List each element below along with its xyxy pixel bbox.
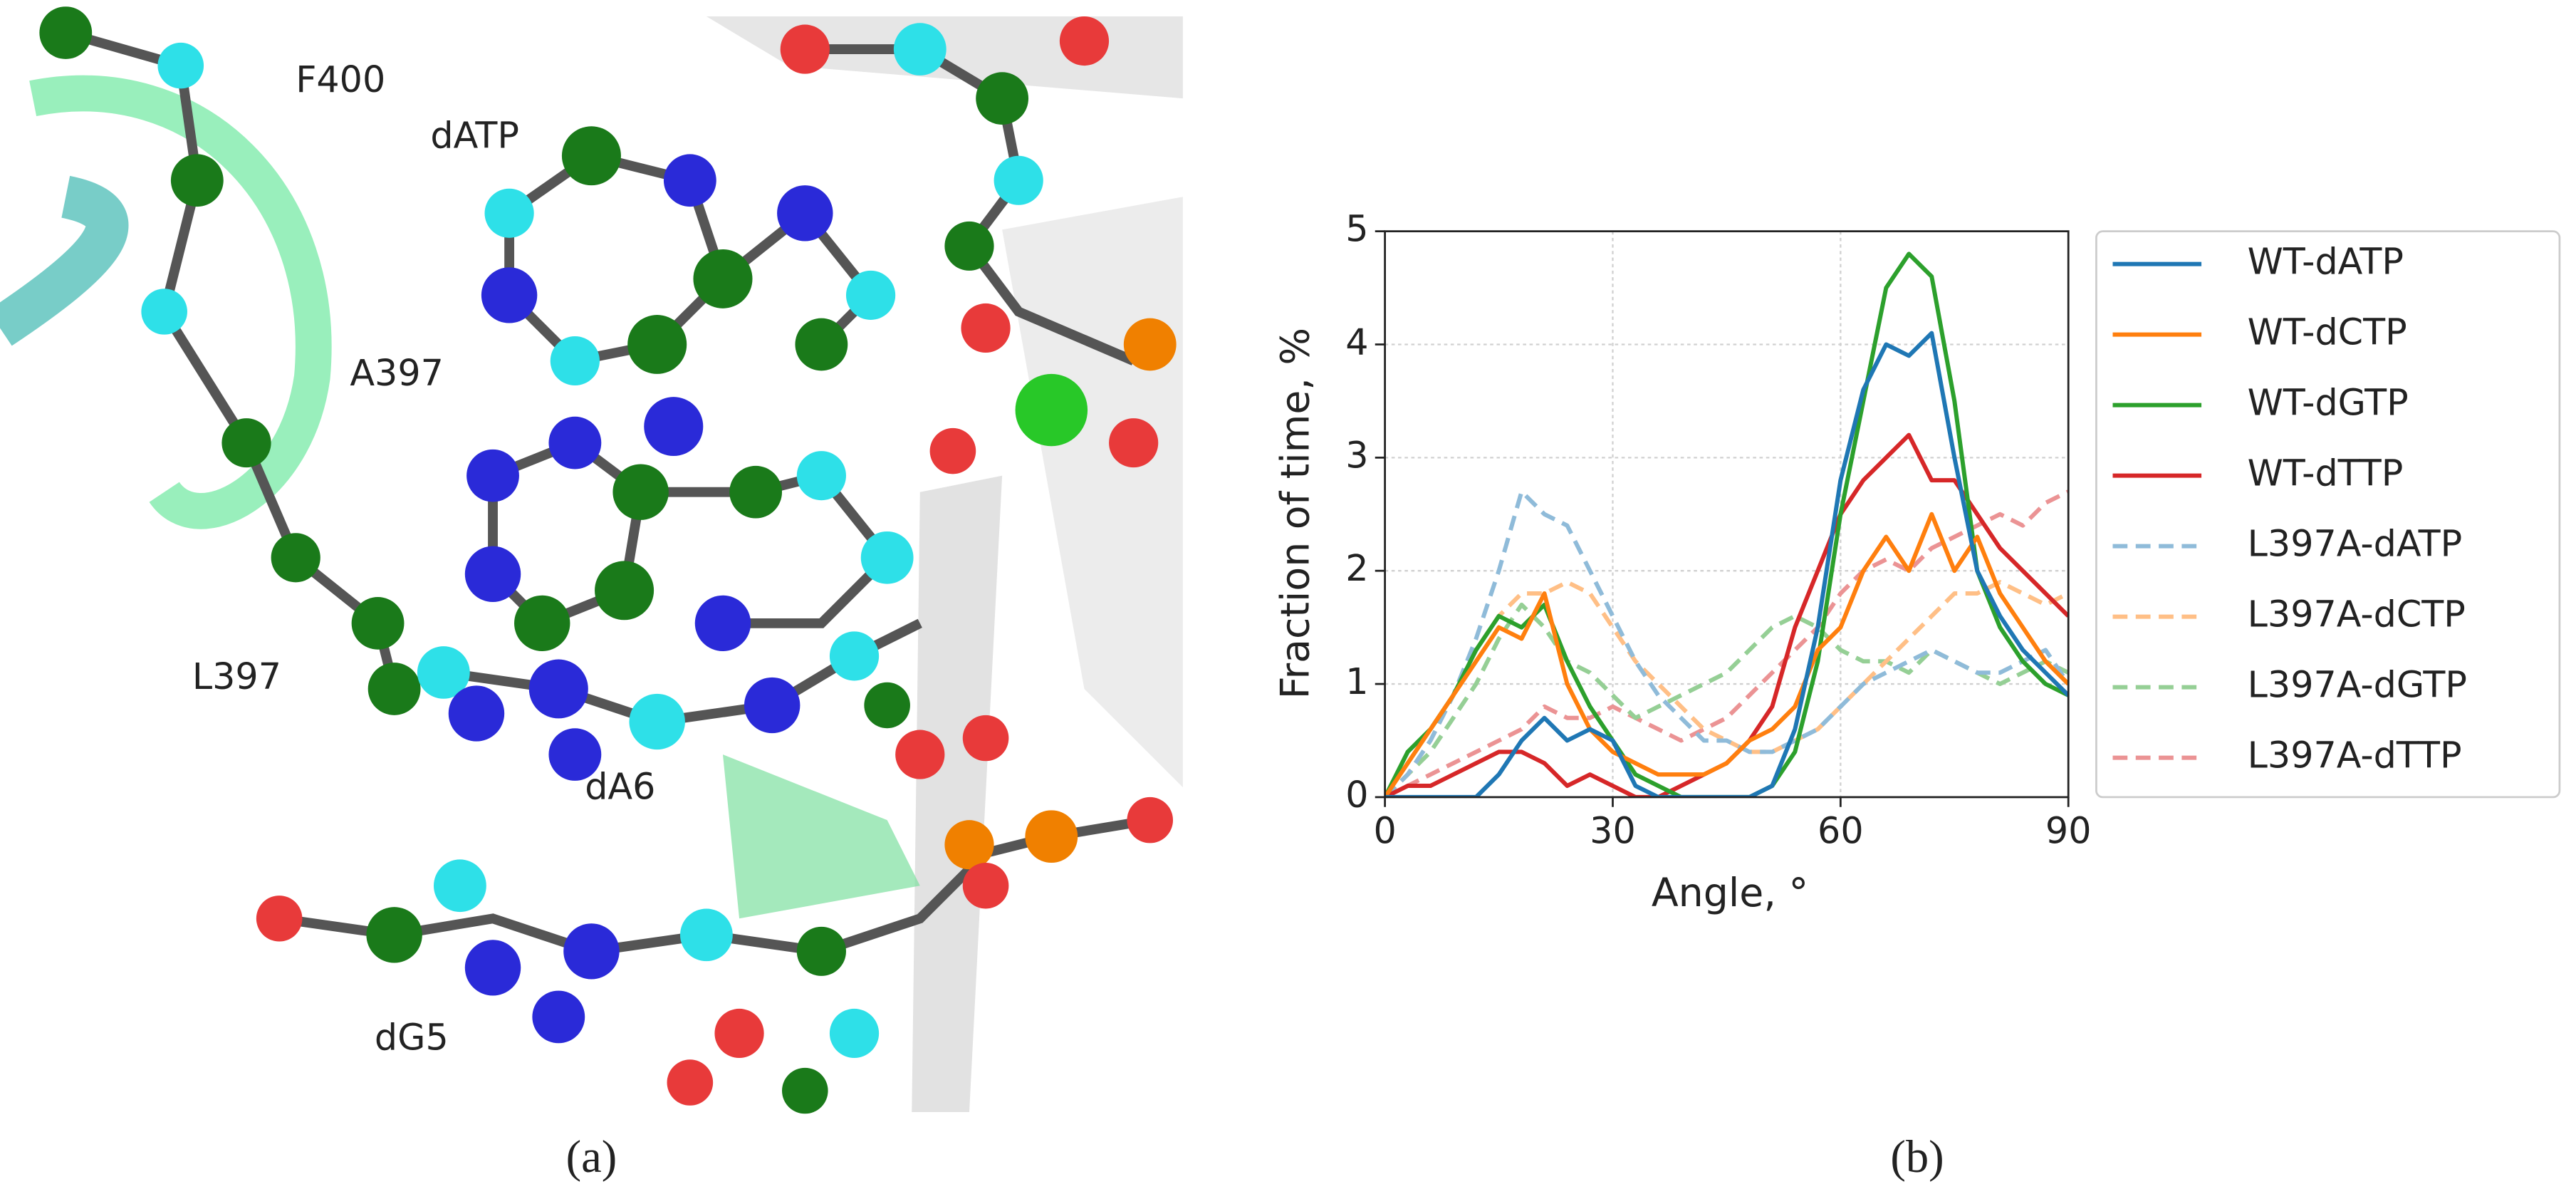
- y-tick-label: 3: [1345, 434, 1368, 476]
- legend-label: WT-dGTP: [2248, 382, 2409, 424]
- residue-label: dG5: [375, 1017, 449, 1059]
- legend-label: WT-dTTP: [2248, 452, 2404, 494]
- legend-box: [2095, 230, 2561, 799]
- residue-label: L397: [192, 655, 281, 697]
- residue-label: F400: [296, 58, 385, 100]
- ribbon: [722, 754, 920, 919]
- residue-label: A397: [350, 352, 444, 394]
- panel-label: (a): [566, 1131, 617, 1182]
- x-tick-label: 90: [2045, 810, 2092, 852]
- x-axis-label: Angle, °: [1652, 871, 1808, 916]
- atoms: [39, 6, 1177, 1114]
- x-tick-label: 0: [1373, 810, 1396, 852]
- series-line: [1385, 512, 2069, 797]
- residue-label: dA6: [585, 765, 655, 807]
- series-line: [1385, 489, 2069, 797]
- series-line: [1385, 331, 2069, 797]
- x-tick-label: 60: [1818, 810, 1864, 852]
- legend-label: WT-dATP: [2248, 241, 2404, 283]
- y-tick-label: 4: [1345, 321, 1368, 363]
- ribbon: [0, 175, 129, 346]
- legend-label: L397A-dTTP: [2248, 735, 2462, 777]
- y-tick-label: 0: [1345, 774, 1368, 816]
- series-line: [1385, 251, 2069, 797]
- legend-label: L397A-dATP: [2248, 523, 2463, 565]
- panel-label: (b): [1890, 1131, 1944, 1182]
- series-line: [1385, 489, 2069, 797]
- ribbon: [29, 75, 332, 529]
- y-axis-label: Fraction of time, %: [1273, 328, 1318, 699]
- series-line: [1385, 602, 2069, 797]
- molecule-render: F400 dATP A397 L397 dA6 dG5: [0, 6, 1183, 1114]
- plot-frame: [1384, 230, 2070, 799]
- legend-label: WT-dCTP: [2248, 311, 2407, 353]
- legend-label: L397A-dGTP: [2248, 664, 2467, 706]
- residue-label: dATP: [430, 114, 519, 156]
- x-tick-label: 30: [1590, 810, 1636, 852]
- y-tick-label: 1: [1345, 660, 1368, 702]
- y-tick-label: 5: [1345, 208, 1368, 250]
- ribbon: [912, 475, 1003, 1112]
- plot-lines: [1385, 251, 2069, 797]
- y-tick-label: 2: [1345, 547, 1368, 589]
- legend-label: L397A-dCTP: [2248, 593, 2466, 635]
